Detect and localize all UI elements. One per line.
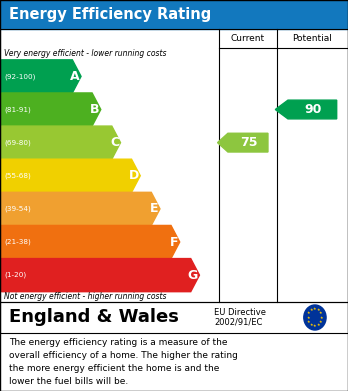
Polygon shape (1, 93, 101, 126)
Text: 90: 90 (305, 103, 322, 116)
Text: C: C (110, 136, 119, 149)
Text: (39-54): (39-54) (5, 206, 32, 212)
Bar (0, 0, 348, 29)
Text: A: A (70, 70, 80, 83)
Polygon shape (1, 159, 140, 192)
Bar (0, 302, 348, 333)
Text: ★: ★ (319, 320, 323, 324)
Polygon shape (1, 258, 199, 292)
Text: Not energy efficient - higher running costs: Not energy efficient - higher running co… (4, 292, 167, 301)
Text: F: F (170, 235, 178, 249)
Text: ★: ★ (306, 316, 310, 319)
Text: (81-91): (81-91) (5, 106, 32, 113)
Bar (0, 29, 348, 302)
Polygon shape (275, 100, 337, 119)
Text: ★: ★ (319, 311, 323, 315)
Text: EU Directive: EU Directive (214, 308, 266, 317)
Text: The energy efficiency rating is a measure of the
overall efficiency of a home. T: The energy efficiency rating is a measur… (9, 338, 238, 386)
Text: G: G (188, 269, 198, 282)
Text: ★: ★ (310, 308, 313, 312)
Text: B: B (90, 103, 100, 116)
Text: Current: Current (231, 34, 265, 43)
Text: (55-68): (55-68) (5, 172, 32, 179)
Text: E: E (150, 203, 159, 215)
Text: (92-100): (92-100) (5, 73, 36, 80)
Text: (1-20): (1-20) (5, 272, 27, 278)
Polygon shape (1, 226, 180, 258)
Text: ★: ★ (317, 323, 320, 327)
Text: ★: ★ (313, 324, 317, 328)
Text: (69-80): (69-80) (5, 139, 32, 146)
Circle shape (304, 305, 326, 330)
Text: (21-38): (21-38) (5, 239, 32, 245)
Text: ★: ★ (317, 308, 320, 312)
Polygon shape (218, 133, 268, 152)
Polygon shape (1, 60, 81, 93)
Polygon shape (1, 126, 120, 159)
Text: ★: ★ (320, 316, 324, 319)
Text: Energy Efficiency Rating: Energy Efficiency Rating (9, 7, 211, 22)
Text: Potential: Potential (292, 34, 332, 43)
Text: ★: ★ (310, 323, 313, 327)
Text: 2002/91/EC: 2002/91/EC (214, 317, 262, 327)
Text: England & Wales: England & Wales (9, 308, 179, 326)
Text: 75: 75 (240, 136, 258, 149)
Polygon shape (1, 192, 160, 226)
Text: ★: ★ (313, 307, 317, 311)
Text: ★: ★ (307, 320, 311, 324)
Text: Very energy efficient - lower running costs: Very energy efficient - lower running co… (4, 49, 167, 59)
Text: D: D (129, 169, 139, 182)
Text: ★: ★ (307, 311, 311, 315)
